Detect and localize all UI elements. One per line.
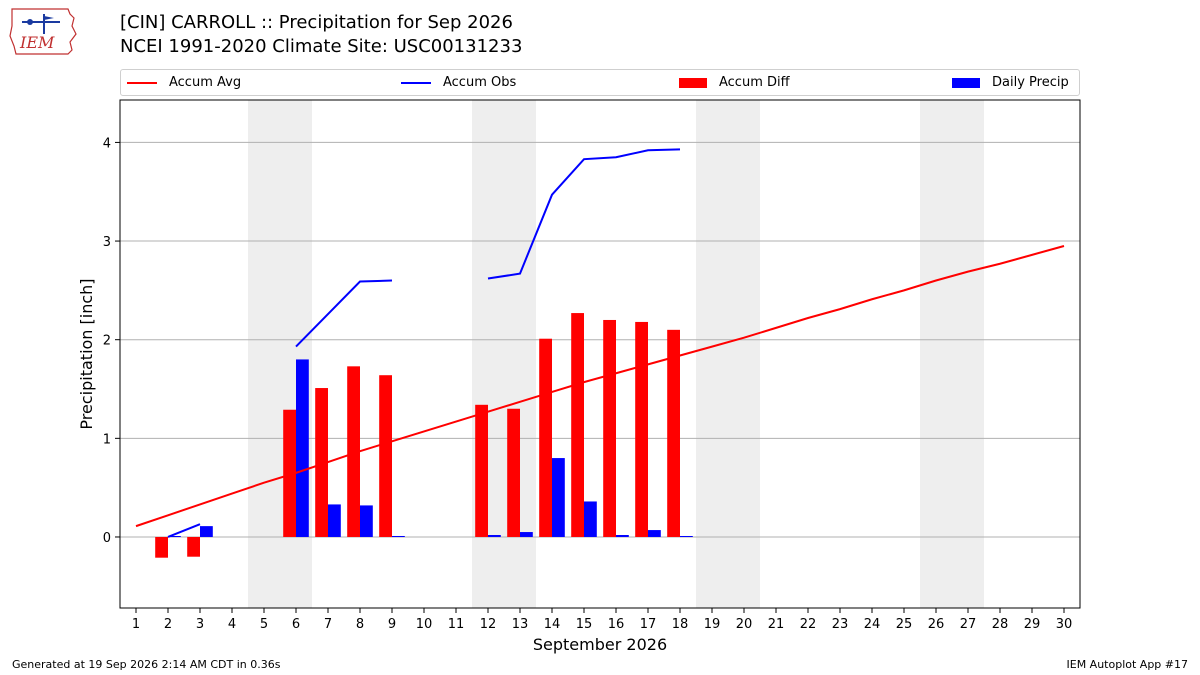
- x-tick-label: 7: [324, 617, 332, 632]
- x-tick-label: 18: [672, 617, 689, 632]
- y-axis-label: Precipitation [inch]: [77, 278, 96, 429]
- legend-label-accum-diff: Accum Diff: [719, 75, 790, 90]
- app-credit: IEM Autoplot App #17: [1066, 658, 1189, 671]
- x-tick-label: 19: [704, 617, 721, 632]
- x-tick-label: 23: [832, 617, 849, 632]
- x-tick-label: 4: [228, 617, 236, 632]
- x-tick-label: 1: [132, 617, 140, 632]
- x-tick-label: 15: [576, 617, 593, 632]
- bars: [155, 313, 693, 558]
- bar-accum-diff: [347, 366, 360, 537]
- plot-frame: [119, 99, 1081, 609]
- bar-accum-diff: [315, 388, 328, 537]
- x-tick-label: 20: [736, 617, 753, 632]
- bar-accum-diff: [571, 313, 584, 537]
- x-tick-label: 5: [260, 617, 268, 632]
- legend-swatch-accum-avg: [127, 81, 157, 84]
- bar-accum-diff: [507, 408, 520, 537]
- iem-logo: IEM: [9, 8, 77, 55]
- bar-accum-diff: [667, 329, 680, 537]
- x-tick-label: 14: [544, 617, 561, 632]
- x-tick-label: 25: [896, 617, 913, 632]
- x-tick-label: 27: [960, 617, 977, 632]
- bar-accum-diff: [475, 404, 488, 537]
- chart-legend: Accum Avg Accum Obs Accum Diff Daily Pre…: [120, 69, 1080, 96]
- x-tick-label: 10: [416, 617, 433, 632]
- x-tick-label: 30: [1056, 617, 1073, 632]
- bar-daily-precip: [328, 504, 341, 537]
- generated-timestamp: Generated at 19 Sep 2026 2:14 AM CDT in …: [12, 658, 281, 671]
- line-accum-obs: [487, 148, 681, 280]
- weekend-band: [696, 100, 760, 608]
- bar-accum-diff: [187, 536, 200, 557]
- line-accum-obs: [167, 523, 201, 538]
- logo-text: IEM: [19, 33, 55, 52]
- bar-accum-diff: [155, 536, 168, 558]
- x-tick-label: 24: [864, 617, 881, 632]
- chart-title: [CIN] CARROLL :: Precipitation for Sep 2…: [120, 12, 513, 33]
- bar-daily-precip: [360, 505, 373, 537]
- y-tick-label: 0: [103, 531, 111, 546]
- bar-daily-precip: [648, 530, 661, 537]
- legend-item-accum-obs: Accum Obs: [401, 70, 516, 95]
- x-tick-label: 3: [196, 617, 204, 632]
- x-tick-label: 26: [928, 617, 945, 632]
- x-tick-label: 12: [480, 617, 497, 632]
- legend-swatch-accum-obs: [401, 81, 431, 84]
- bar-daily-precip: [616, 535, 629, 537]
- x-tick-label: 17: [640, 617, 657, 632]
- bar-accum-diff: [603, 319, 616, 537]
- bar-daily-precip: [520, 532, 533, 537]
- legend-label-accum-obs: Accum Obs: [443, 75, 517, 90]
- x-tick-label: 9: [388, 617, 396, 632]
- weekend-band: [920, 100, 984, 608]
- legend-item-accum-avg: Accum Avg: [127, 70, 241, 95]
- lines: [135, 148, 1065, 538]
- bar-daily-precip: [296, 359, 309, 537]
- bar-daily-precip: [392, 535, 405, 537]
- bar-daily-precip: [168, 535, 181, 537]
- legend-label-daily-precip: Daily Precip: [992, 75, 1069, 90]
- legend-swatch-daily-precip: [952, 77, 980, 88]
- bar-daily-precip: [200, 526, 213, 537]
- legend-item-accum-diff: Accum Diff: [679, 70, 790, 95]
- y-tick-label: 2: [103, 334, 111, 349]
- bar-daily-precip: [552, 458, 565, 537]
- legend-swatch-accum-diff: [679, 77, 707, 88]
- legend-label-accum-avg: Accum Avg: [169, 75, 242, 90]
- x-tick-label: 22: [800, 617, 817, 632]
- line-accum-obs: [295, 279, 393, 348]
- bar-accum-diff: [379, 375, 392, 537]
- weekend-shading: [248, 100, 984, 608]
- x-axis-label: September 2026: [533, 635, 667, 654]
- y-tick-label: 4: [103, 136, 111, 151]
- x-tick-label: 21: [768, 617, 785, 632]
- bar-daily-precip: [488, 535, 501, 537]
- x-tick-label: 13: [512, 617, 529, 632]
- x-tick-label: 6: [292, 617, 300, 632]
- x-tick-label: 8: [356, 617, 364, 632]
- y-tick-label: 1: [103, 432, 111, 447]
- y-tick-label: 3: [103, 235, 111, 250]
- x-tick-label: 16: [608, 617, 625, 632]
- legend-item-daily-precip: Daily Precip: [952, 70, 1069, 95]
- chart-subtitle: NCEI 1991-2020 Climate Site: USC00131233: [120, 36, 523, 57]
- x-tick-label: 11: [448, 617, 465, 632]
- x-tick-label: 2: [164, 617, 172, 632]
- bar-accum-diff: [539, 338, 552, 537]
- x-tick-label: 29: [1024, 617, 1041, 632]
- bar-daily-precip: [584, 501, 597, 537]
- bar-accum-diff: [635, 321, 648, 537]
- x-tick-label: 28: [992, 617, 1009, 632]
- gridlines: [120, 141, 1080, 538]
- bar-accum-diff: [283, 409, 296, 537]
- bar-daily-precip: [680, 535, 693, 537]
- line-accum-avg: [135, 245, 1065, 528]
